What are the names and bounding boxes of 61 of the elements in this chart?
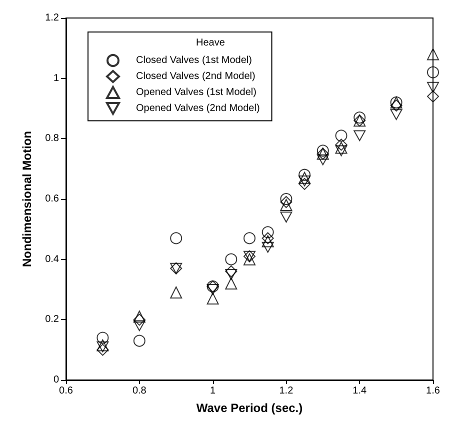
- point: [427, 82, 439, 93]
- point: [96, 344, 109, 356]
- point: [280, 196, 292, 208]
- y-tick-label: 0.8: [45, 133, 60, 144]
- point: [427, 48, 439, 60]
- point: [262, 235, 274, 248]
- point: [170, 232, 182, 244]
- point: [262, 242, 274, 253]
- y-tick-label: 0.6: [45, 194, 60, 204]
- point: [225, 268, 238, 280]
- x-tick-label: 1.6: [426, 386, 440, 396]
- y-tick-label: 1.2: [45, 12, 60, 24]
- point: [390, 109, 402, 120]
- y-tick-label: 0.2: [45, 314, 60, 326]
- point: [335, 130, 348, 142]
- point: [133, 314, 146, 326]
- point: [244, 253, 256, 266]
- x-tick-label: 1: [210, 386, 216, 396]
- point: [354, 112, 366, 124]
- point: [225, 265, 238, 278]
- point: [298, 178, 311, 190]
- legend-label: Opened Valves (1st Model): [136, 87, 256, 98]
- point: [206, 284, 219, 295]
- point: [298, 175, 311, 186]
- point: [244, 232, 256, 244]
- x-tick-label: 1.2: [279, 386, 294, 396]
- point: [427, 90, 439, 102]
- point: [96, 332, 109, 344]
- point: [280, 193, 292, 205]
- point: [262, 232, 274, 244]
- point: [316, 154, 329, 166]
- point: [133, 310, 146, 323]
- point: [170, 286, 182, 299]
- legend-label: Closed Valves (2nd Model): [136, 71, 256, 82]
- legend-title: Heave: [196, 38, 226, 48]
- point: [335, 145, 348, 156]
- point: [316, 144, 329, 157]
- point: [225, 253, 238, 266]
- y-tick-label: 1: [53, 72, 60, 84]
- point: [280, 212, 292, 223]
- point: [354, 130, 366, 142]
- x-tick-label: 0.8: [132, 386, 147, 396]
- point: [280, 199, 292, 212]
- y-tick-label: 0.4: [45, 254, 60, 265]
- point: [298, 168, 311, 181]
- point: [335, 142, 348, 154]
- point: [262, 226, 274, 238]
- point: [298, 172, 311, 184]
- point: [133, 334, 146, 347]
- point: [206, 292, 219, 305]
- point: [225, 277, 238, 290]
- point: [335, 138, 348, 151]
- legend-label: Opened Valves (2nd Model): [136, 102, 260, 114]
- point: [427, 66, 439, 78]
- x-tick-label: 1.4: [352, 386, 367, 396]
- y-tick-label: 0: [53, 374, 60, 386]
- x-axis-title: Wave Period (sec.): [196, 401, 303, 415]
- y-axis-title: Nondimensional Motion: [20, 131, 34, 267]
- legend-label: Closed Valves (1st Model): [136, 55, 252, 66]
- point: [390, 99, 402, 112]
- point: [133, 320, 146, 332]
